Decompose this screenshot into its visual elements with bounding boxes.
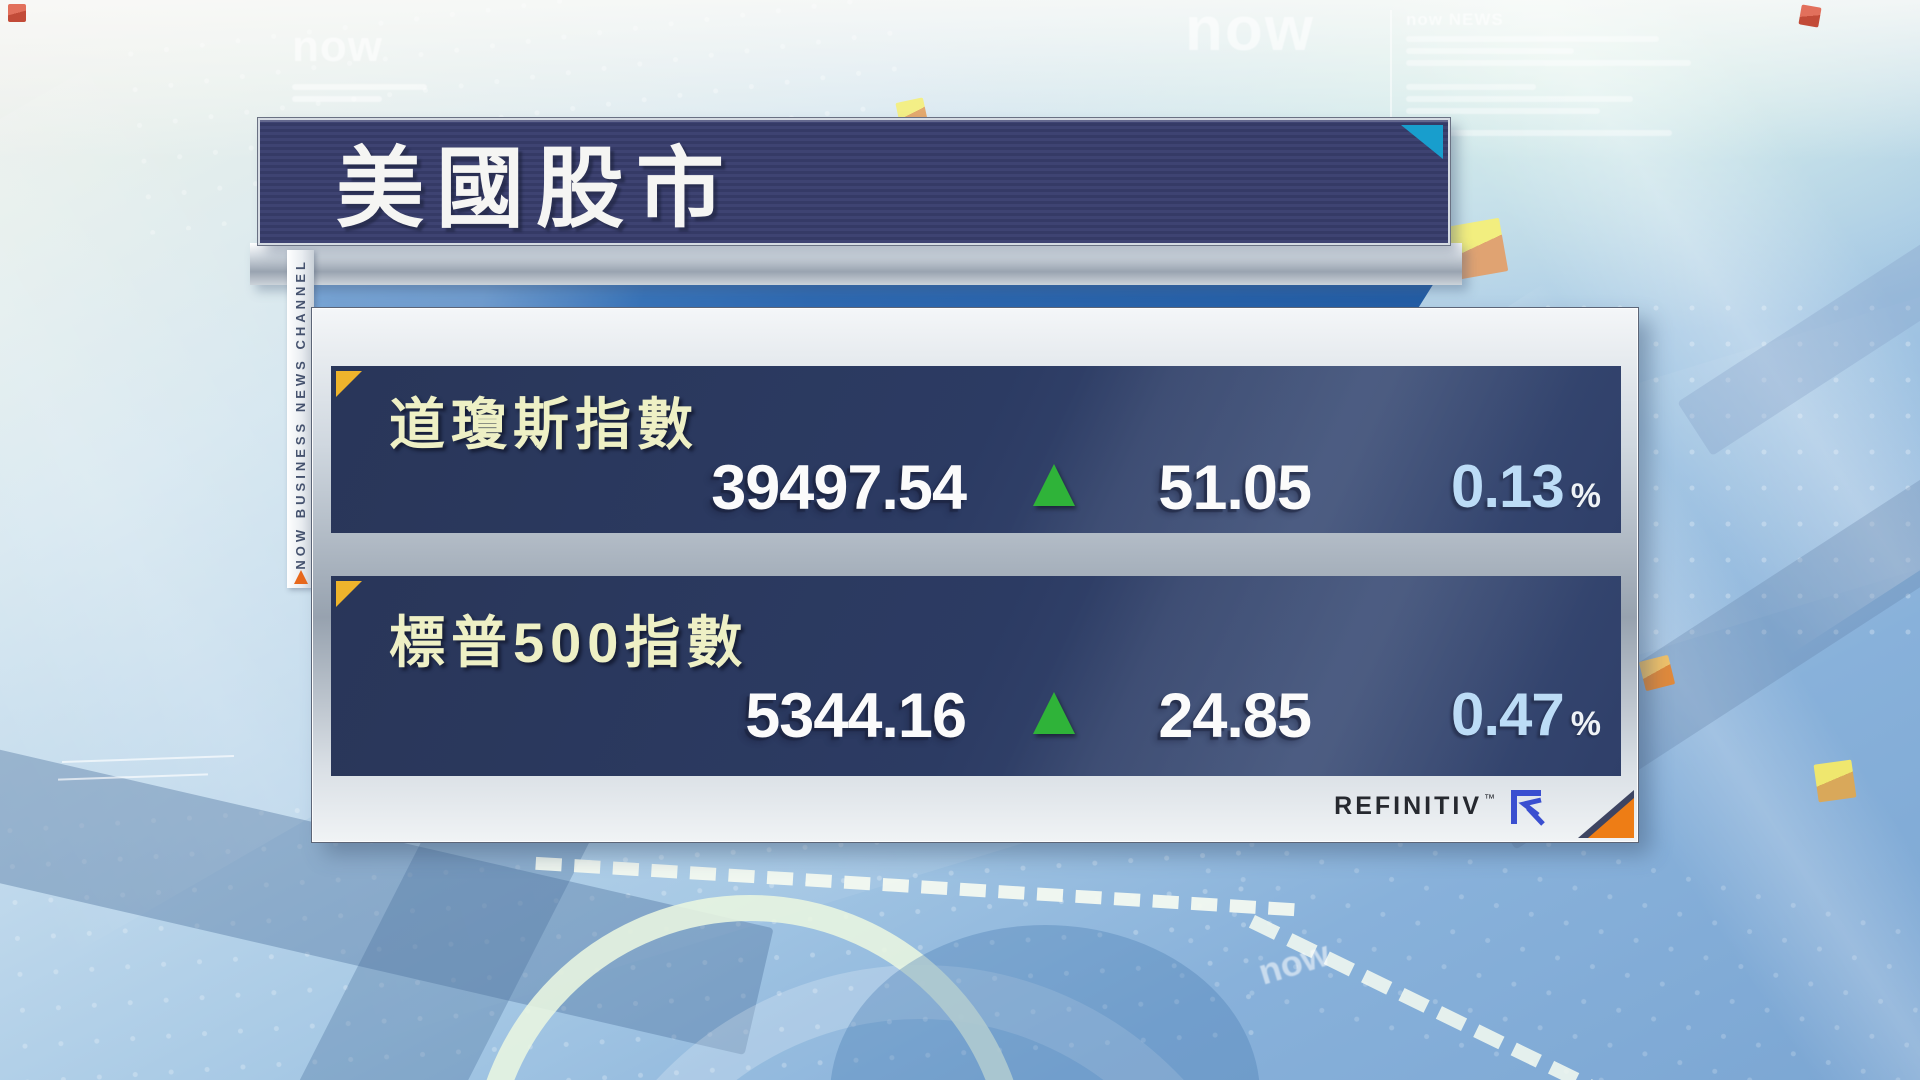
bg-ring (470, 895, 1030, 1080)
up-arrow-icon (1033, 464, 1075, 506)
index-value: 5344.16 (745, 681, 967, 751)
market-board-panel: 道瓊斯指數 39497.54 51.05 0.13 % 標普500指數 5344… (311, 307, 1639, 843)
bg-thin-line (62, 754, 234, 764)
watermark-text-line (1406, 60, 1692, 66)
index-change-percent: 0.13 % (1451, 452, 1601, 521)
refinitiv-arrow-mark-icon (1511, 790, 1545, 826)
cube-decoration (8, 4, 26, 22)
cube-decoration (1638, 654, 1676, 692)
watermark-text-line (1406, 108, 1601, 114)
index-change: 51.05 (1158, 453, 1312, 523)
up-arrow-icon (1033, 692, 1075, 734)
title-bar: 美國股市 (257, 117, 1451, 246)
percent-value: 0.47 (1450, 681, 1565, 748)
bg-dashed-line (1248, 915, 1920, 1080)
watermark-text-block (292, 78, 442, 102)
index-row-dow-jones: 道瓊斯指數 39497.54 51.05 0.13 % (331, 366, 1621, 533)
trademark-symbol: ™ (1484, 793, 1495, 805)
index-figures: 5344.16 24.85 0.47 % (331, 680, 1621, 752)
channel-strip: NOW BUSINESS NEWS CHANNEL (287, 250, 314, 588)
now-watermark: now (1185, 0, 1315, 64)
now-watermark: now (292, 22, 383, 71)
watermark-text-line (1406, 48, 1575, 54)
up-triangle-icon (293, 569, 308, 584)
channel-strip-label: NOW BUSINESS NEWS CHANNEL (293, 258, 308, 570)
percent-value: 0.13 (1450, 453, 1565, 520)
bg-ring (560, 965, 1280, 1080)
title-bevel-bar (250, 243, 1462, 285)
percent-sign: % (1570, 705, 1601, 743)
watermark-text-line (1406, 96, 1633, 102)
watermark-text-line (292, 84, 427, 90)
bg-diagonal-band (1677, 168, 1920, 456)
index-value: 39497.54 (711, 453, 967, 523)
page-title: 美國股市 (336, 139, 737, 238)
index-row-sp500: 標普500指數 5344.16 24.85 0.47 % (331, 576, 1621, 776)
yellow-corner-icon (336, 371, 362, 397)
orange-corner-icon (1588, 798, 1634, 838)
bg-dashed-line (535, 856, 1295, 917)
watermark-text-line (1406, 36, 1659, 42)
cube-decoration (1798, 4, 1822, 28)
yellow-corner-icon (336, 581, 362, 607)
index-name: 標普500指數 (389, 611, 749, 674)
refinitiv-logo: REFINITIV ™ (1334, 783, 1549, 829)
index-change-percent: 0.47 % (1451, 680, 1601, 749)
bg-thin-line (58, 773, 208, 781)
index-name: 道瓊斯指數 (389, 393, 699, 456)
now-watermark: now (1253, 932, 1335, 993)
now-news-heading: now NEWS (1406, 10, 1504, 29)
watermark-text-line (1406, 84, 1536, 90)
percent-sign: % (1570, 477, 1601, 515)
cube-decoration (1813, 759, 1857, 803)
index-figures: 39497.54 51.05 0.13 % (331, 452, 1621, 524)
refinitiv-wordmark: REFINITIV (1334, 791, 1482, 820)
cyan-corner-icon (1401, 125, 1443, 159)
bg-disc (830, 925, 1260, 1080)
watermark-text-line (292, 96, 382, 102)
index-change: 24.85 (1158, 681, 1312, 751)
